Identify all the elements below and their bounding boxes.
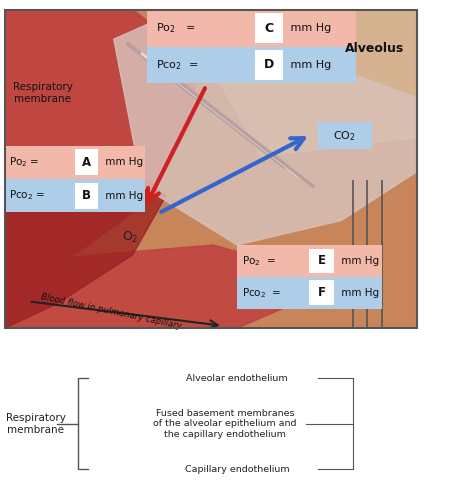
Polygon shape	[5, 10, 199, 328]
Bar	[147, 10, 356, 47]
Bar	[255, 14, 283, 43]
Text: mm Hg: mm Hg	[287, 60, 331, 70]
Text: mm Hg: mm Hg	[102, 157, 143, 167]
Bar	[309, 280, 334, 305]
Text: C: C	[264, 22, 273, 35]
Text: D: D	[264, 58, 274, 72]
Bar	[237, 277, 382, 309]
Polygon shape	[5, 245, 294, 328]
Bar	[147, 47, 356, 83]
Polygon shape	[156, 10, 417, 157]
Bar	[5, 146, 145, 179]
Bar	[318, 122, 372, 149]
Bar	[255, 50, 283, 80]
Text: B: B	[82, 189, 91, 202]
Polygon shape	[5, 147, 166, 328]
Text: Respiratory
membrane: Respiratory membrane	[6, 413, 65, 435]
Polygon shape	[114, 10, 417, 245]
Text: mm Hg: mm Hg	[102, 191, 143, 200]
Text: Fused basement membranes
of the alveolar epithelium and
the capillary endotheliu: Fused basement membranes of the alveolar…	[154, 409, 297, 439]
Text: Blood flow in pulmonary capillary: Blood flow in pulmonary capillary	[40, 292, 182, 330]
Text: mm Hg: mm Hg	[337, 256, 379, 266]
Text: F: F	[318, 286, 326, 299]
Text: Alveolus: Alveolus	[345, 43, 404, 55]
Text: Pco$_2$ =: Pco$_2$ =	[9, 189, 47, 202]
Bar	[237, 245, 382, 277]
Bar	[5, 10, 417, 328]
Text: Alveolar endothelium: Alveolar endothelium	[186, 374, 288, 383]
Text: O$_2$: O$_2$	[122, 230, 138, 245]
Text: Respiratory
membrane: Respiratory membrane	[13, 82, 73, 104]
Bar	[5, 10, 417, 328]
Text: Po$_2$  =: Po$_2$ =	[242, 254, 280, 268]
Text: Capillary endothelium: Capillary endothelium	[185, 465, 289, 474]
Text: A: A	[82, 156, 91, 169]
Text: Po$_2$ =: Po$_2$ =	[9, 155, 41, 169]
Text: Po$_2$   =: Po$_2$ =	[156, 21, 201, 35]
Text: mm Hg: mm Hg	[287, 23, 331, 33]
Text: Pco$_2$  =: Pco$_2$ =	[156, 58, 203, 72]
Bar	[309, 248, 334, 273]
Text: mm Hg: mm Hg	[337, 288, 379, 298]
Text: Pco$_2$  =: Pco$_2$ =	[242, 286, 286, 300]
Bar	[75, 149, 99, 175]
Text: E: E	[318, 254, 326, 268]
Bar	[5, 179, 145, 212]
Text: CO$_2$: CO$_2$	[333, 129, 356, 143]
Bar	[75, 182, 99, 209]
